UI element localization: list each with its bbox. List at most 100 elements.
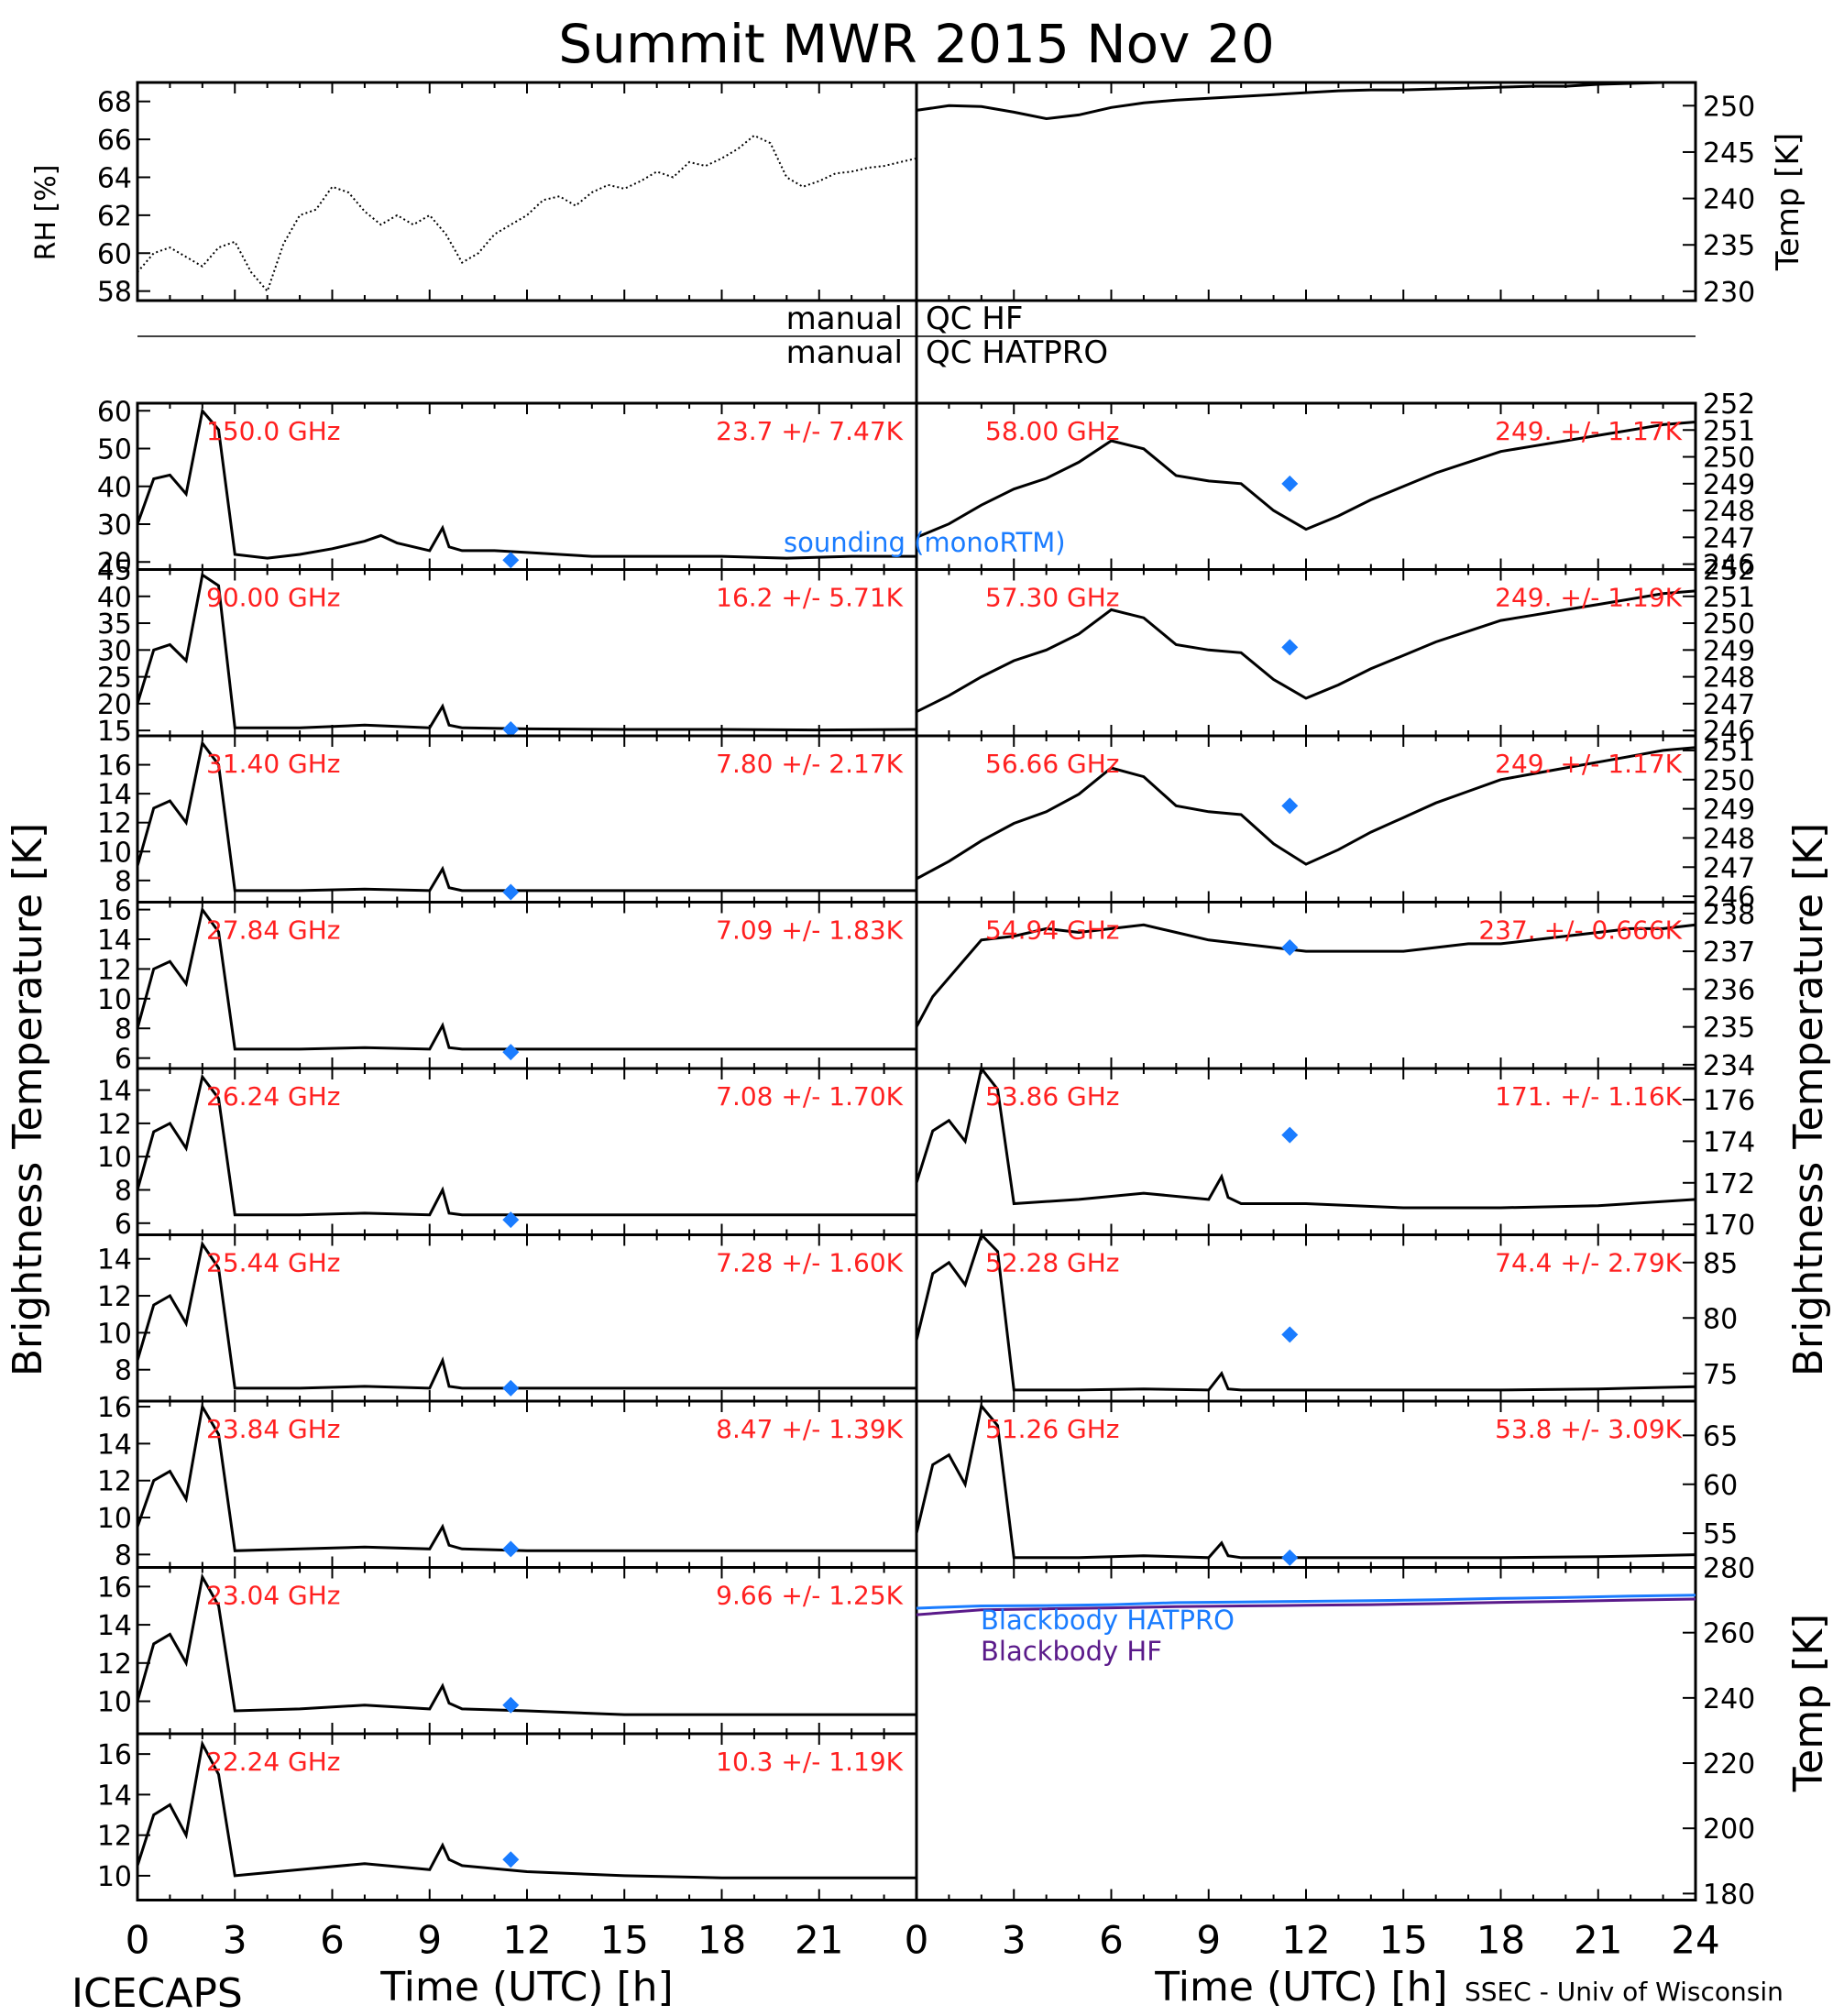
blackbody-plot: 180 200 220 240 260 280 0 3 6 9 12 15 18 21 24 — [905, 1553, 1756, 1963]
channel-panel-r5494: 234 235 236 237 238 54.94 GHz 237. +/- 0.666K — [915, 899, 1755, 1082]
y-tick-label: 238 — [1703, 899, 1755, 931]
stats-label: 249. +/- 1.17K — [1495, 749, 1682, 779]
frequency-label: 31.40 GHz — [206, 749, 341, 779]
series-line — [915, 1065, 1696, 1210]
series-line — [916, 81, 1696, 121]
x-tick-label: 9 — [1196, 1918, 1221, 1963]
channel-panel-l2224: 10 12 14 16 22.24 GHz 10.3 +/- 1.19K 0 3 6 9 12 15 1… — [97, 1732, 918, 1963]
x-tick-label: 9 — [417, 1918, 442, 1963]
y-tick-label: 10 — [97, 1861, 132, 1893]
y-tick-label: 60 — [97, 238, 132, 270]
y-tick-label: 55 — [1703, 1518, 1738, 1550]
x-tick-label: 15 — [1379, 1918, 1428, 1963]
y-tick-label: 245 — [1703, 137, 1755, 170]
air-temp-plot: 230 235 240 245 250 — [915, 81, 1755, 309]
sounding-marker — [1281, 639, 1299, 656]
figure-title: Summit MWR 2015 Nov 20 — [558, 13, 1274, 75]
y-tick-label: 251 — [1703, 582, 1755, 614]
series-line — [916, 746, 1696, 881]
y-tick-label: 174 — [1703, 1126, 1755, 1158]
frequency-label: 52.28 GHz — [985, 1248, 1120, 1278]
y-tick-label: 35 — [97, 608, 132, 641]
qc-hatpro-right-label: QC HATPRO — [926, 334, 1108, 371]
y-tick-label: 248 — [1703, 496, 1755, 528]
y-tick-label: 220 — [1703, 1748, 1755, 1780]
y-tick-label: 249 — [1703, 469, 1755, 501]
y-tick-label: 64 — [97, 162, 132, 194]
y-tick-label: 248 — [1703, 663, 1755, 695]
stats-label: 7.08 +/- 1.70K — [716, 1081, 903, 1112]
rh-panel — [136, 81, 918, 302]
frequency-label: 57.30 GHz — [985, 583, 1120, 613]
frequency-label: 90.00 GHz — [206, 583, 341, 613]
frequency-label: 54.94 GHz — [985, 915, 1120, 946]
y-tick-label: 172 — [1703, 1168, 1755, 1200]
frequency-label: 22.24 GHz — [206, 1747, 341, 1777]
blackbody-axis-title: Temp [K] — [1785, 1614, 1832, 1792]
y-tick-label: 12 — [97, 1109, 132, 1141]
series-line — [136, 572, 917, 732]
y-tick-label: 10 — [97, 984, 132, 1016]
series-line — [136, 407, 916, 560]
rh-plot: 58 60 62 64 66 68 — [97, 81, 918, 309]
y-tick-label: 62 — [97, 201, 132, 233]
y-tick-label: 240 — [1703, 184, 1755, 216]
y-tick-label: 235 — [1703, 1013, 1755, 1045]
y-tick-label: 234 — [1703, 1050, 1755, 1082]
y-tick-label: 10 — [97, 1687, 132, 1719]
y-tick-label: 10 — [97, 1503, 132, 1535]
y-tick-label: 8 — [115, 1539, 132, 1572]
series-line — [915, 923, 1696, 1028]
y-tick-label: 12 — [97, 1821, 132, 1853]
y-tick-label: 235 — [1703, 230, 1755, 262]
y-tick-label: 250 — [1703, 91, 1755, 123]
series-line — [915, 1232, 1696, 1392]
y-tick-label: 14 — [97, 1780, 132, 1812]
channel-panel-r5386: 170 172 174 176 53.86 GHz 171. +/- 1.16K — [915, 1065, 1755, 1242]
y-tick-label: 80 — [1703, 1303, 1738, 1335]
y-tick-label: 8 — [115, 1355, 132, 1387]
y-tick-label: 251 — [1703, 736, 1755, 768]
x-tick-label: 6 — [320, 1918, 345, 1963]
sounding-marker — [502, 1696, 520, 1714]
y-tick-label: 16 — [97, 1572, 132, 1604]
sounding-marker — [1281, 475, 1299, 492]
frequency-label: 58.00 GHz — [985, 416, 1120, 446]
y-tick-label: 14 — [97, 779, 132, 811]
frequency-label: 27.84 GHz — [206, 915, 341, 946]
y-tick-label: 6 — [115, 1044, 132, 1076]
x-tick-label: 6 — [1099, 1918, 1124, 1963]
air-temp-axis-label: Temp [K] — [1770, 133, 1806, 271]
x-tick-label: 12 — [1281, 1918, 1330, 1963]
y-tick-label: 14 — [97, 1244, 132, 1276]
stats-label: 74.4 +/- 2.79K — [1495, 1248, 1682, 1278]
stats-label: 237. +/- 0.666K — [1478, 915, 1682, 946]
y-tick-label: 25 — [97, 663, 132, 695]
y-tick-label: 12 — [97, 808, 132, 840]
y-tick-label: 237 — [1703, 937, 1755, 969]
y-tick-label: 249 — [1703, 635, 1755, 667]
y-tick-label: 240 — [1703, 1683, 1755, 1715]
frequency-label: 23.84 GHz — [206, 1414, 341, 1444]
series-line — [916, 1594, 1696, 1610]
y-tick-label: 8 — [115, 1175, 132, 1207]
series-line — [136, 740, 916, 893]
y-tick-label: 12 — [97, 1281, 132, 1313]
y-tick-label: 247 — [1703, 852, 1755, 884]
series-line — [136, 1739, 916, 1879]
y-tick-label: 200 — [1703, 1813, 1755, 1846]
y-tick-label: 58 — [97, 277, 132, 309]
y-tick-label: 16 — [97, 751, 132, 783]
channel-panel-l150: 20 30 40 50 60 150.0 GHz 23.7 +/- 7.47K — [97, 396, 918, 579]
sounding-marker — [1281, 1326, 1299, 1343]
stats-label: 16.2 +/- 5.71K — [716, 583, 903, 613]
y-tick-label: 50 — [97, 434, 132, 466]
x-tick-label: 15 — [600, 1918, 649, 1963]
legend-blackbody-hf: Blackbody HF — [981, 1636, 1162, 1667]
legend-blackbody-hatpro: Blackbody HATPRO — [981, 1605, 1235, 1636]
rh-axis-label: RH [%] — [30, 165, 62, 261]
